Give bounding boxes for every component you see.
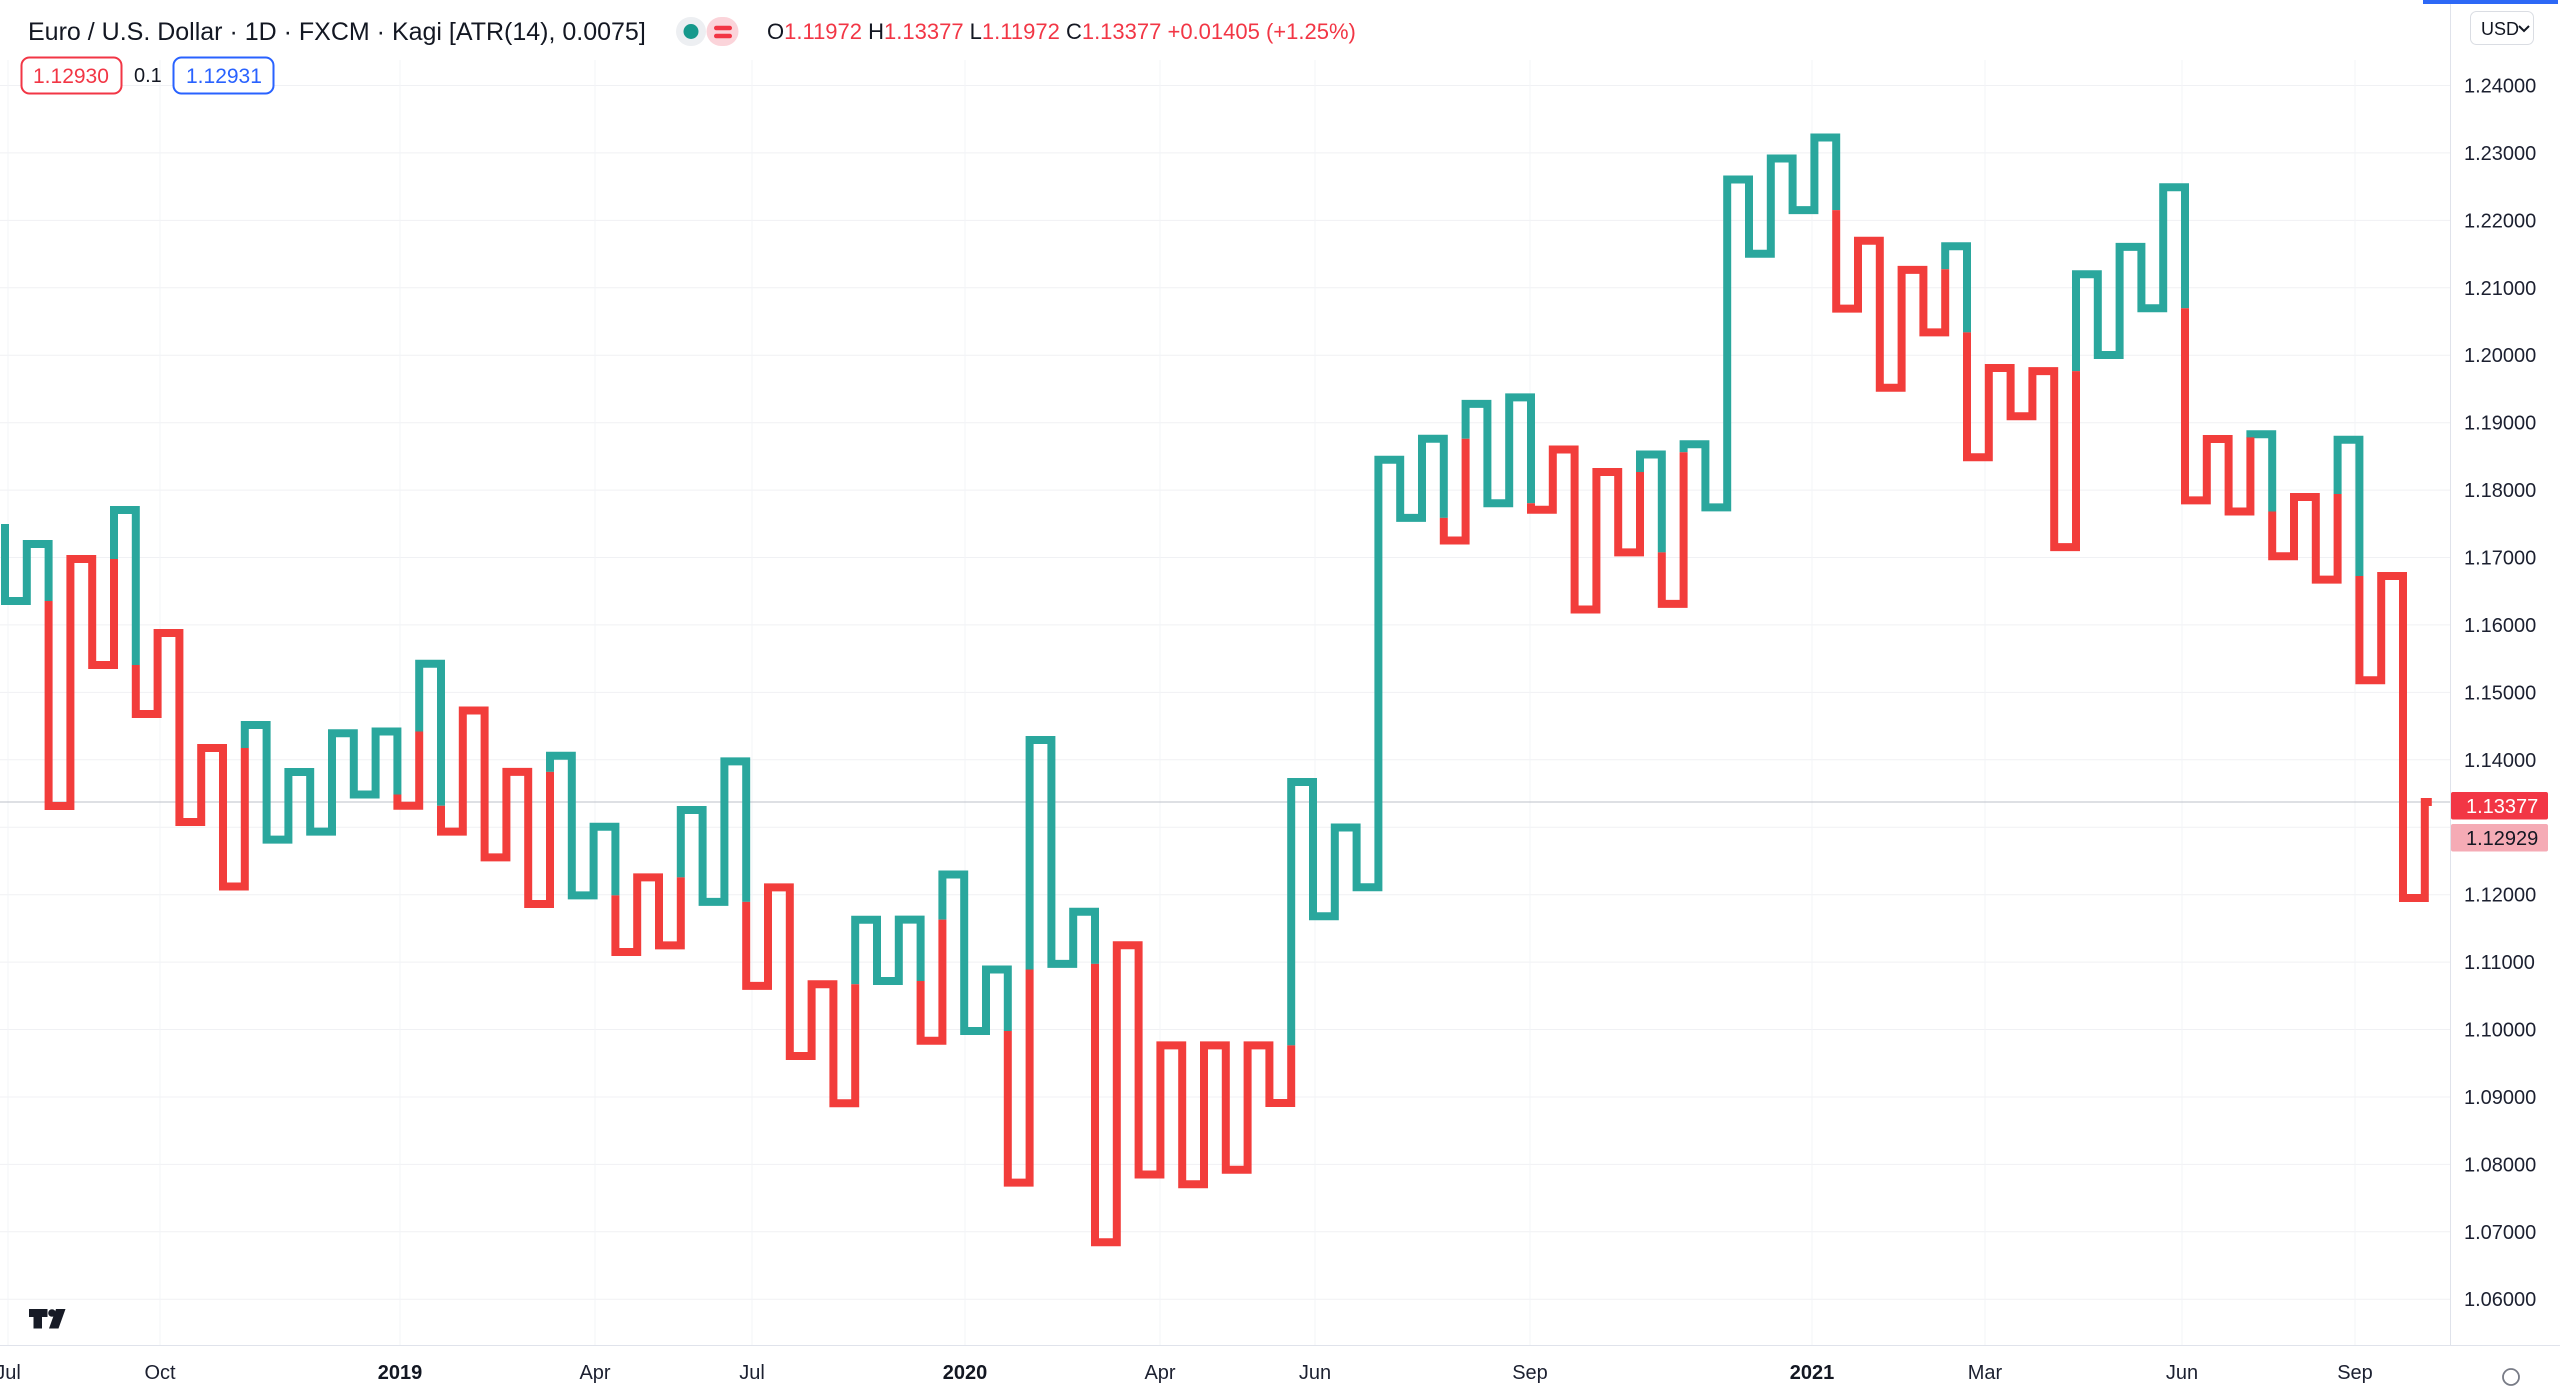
svg-text:1.08000: 1.08000 [2464, 1154, 2536, 1176]
svg-text:Euro / U.S. Dollar · 1D · FXCM: Euro / U.S. Dollar · 1D · FXCM · Kagi [A… [28, 18, 646, 46]
svg-text:Jul: Jul [0, 1362, 21, 1384]
svg-text:Sep: Sep [2337, 1362, 2373, 1384]
svg-text:Mar: Mar [1968, 1362, 2003, 1384]
svg-text:Jun: Jun [1299, 1362, 1331, 1384]
svg-text:1.18000: 1.18000 [2464, 480, 2536, 502]
svg-text:1.06000: 1.06000 [2464, 1289, 2536, 1311]
svg-text:1.19000: 1.19000 [2464, 413, 2536, 435]
svg-text:1.07000: 1.07000 [2464, 1222, 2536, 1244]
svg-text:1.12930: 1.12930 [33, 65, 109, 88]
svg-text:2019: 2019 [378, 1362, 423, 1384]
svg-text:1.11000: 1.11000 [2464, 952, 2535, 974]
svg-text:0.1: 0.1 [134, 65, 162, 87]
svg-text:1.12931: 1.12931 [186, 65, 262, 88]
svg-text:Oct: Oct [144, 1362, 176, 1384]
svg-text:Jun: Jun [2166, 1362, 2198, 1384]
svg-text:1.23000: 1.23000 [2464, 143, 2536, 165]
svg-text:O1.11972 H1.13377 L1.11972 C1.: O1.11972 H1.13377 L1.11972 C1.13377 +0.0… [767, 19, 1356, 44]
svg-text:1.16000: 1.16000 [2464, 615, 2536, 637]
svg-text:Sep: Sep [1512, 1362, 1548, 1384]
svg-text:USD: USD [2481, 19, 2519, 39]
svg-text:1.12000: 1.12000 [2464, 885, 2536, 907]
svg-text:1.22000: 1.22000 [2464, 210, 2536, 232]
svg-text:2020: 2020 [943, 1362, 988, 1384]
svg-text:1.13377: 1.13377 [2466, 796, 2538, 818]
svg-text:2021: 2021 [1790, 1362, 1835, 1384]
svg-text:1.24000: 1.24000 [2464, 76, 2536, 98]
svg-text:Apr: Apr [1144, 1362, 1175, 1384]
svg-text:1.10000: 1.10000 [2464, 1020, 2536, 1042]
svg-text:1.14000: 1.14000 [2464, 750, 2536, 772]
svg-text:Apr: Apr [579, 1362, 610, 1384]
svg-text:1.15000: 1.15000 [2464, 682, 2536, 704]
svg-text:Jul: Jul [739, 1362, 765, 1384]
svg-text:1.21000: 1.21000 [2464, 278, 2536, 300]
svg-text:1.09000: 1.09000 [2464, 1087, 2536, 1109]
svg-text:1.12929: 1.12929 [2466, 828, 2538, 850]
svg-text:1.17000: 1.17000 [2464, 548, 2536, 570]
svg-text:1.20000: 1.20000 [2464, 345, 2536, 367]
